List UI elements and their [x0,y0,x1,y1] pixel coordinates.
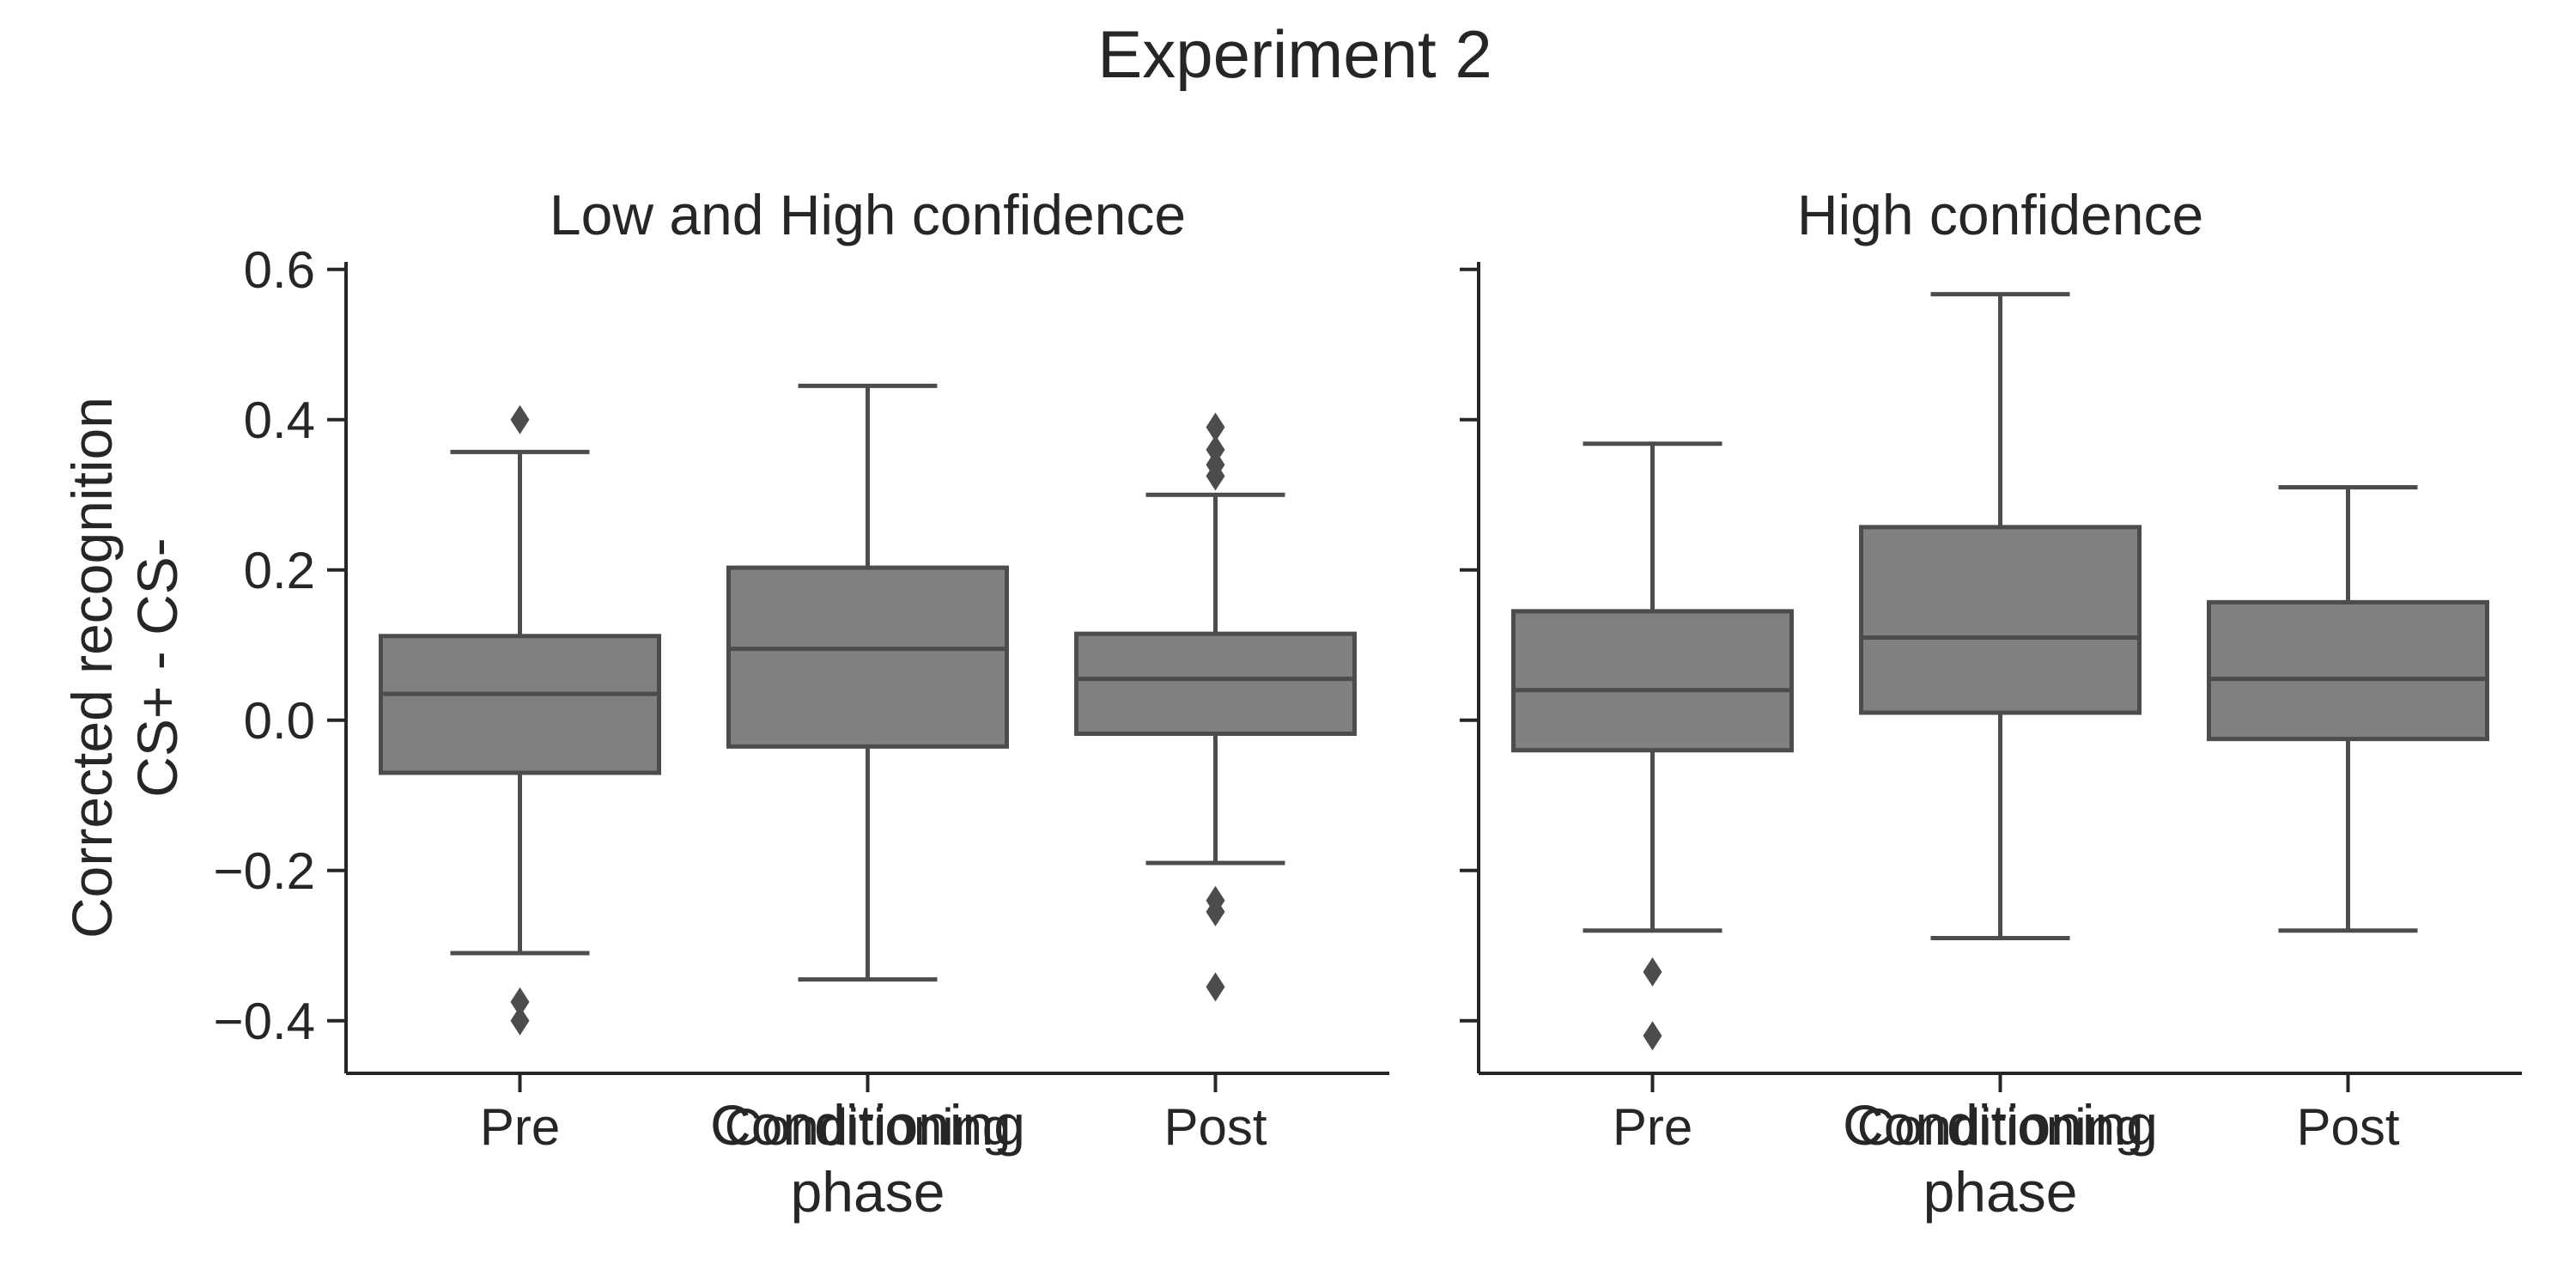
outlier-point [510,987,530,1017]
outlier-point [1206,434,1225,465]
x-tick-label: Conditioning [725,1098,1012,1156]
box-iqr [1859,525,2142,715]
x-tick-label: Post [2296,1098,2399,1156]
outlier-point [1206,896,1225,927]
box-iqr [1511,609,1794,753]
outlier-point [510,404,530,434]
box-pre [1511,441,1794,1051]
x-axis-label: Conditioning phase [1843,1093,2158,1224]
y-tick-label: −0.4 [214,993,315,1050]
x-tick-label: Pre [480,1098,560,1156]
chart-panel-2: High confidence Pre Conditioning Post Condit… [1460,183,2522,1224]
panel-title: Low and High confidence [550,183,1186,246]
y-tick-label: 0.4 [244,392,315,449]
box-pre [379,404,661,1036]
box-iqr [379,634,661,775]
y-tick-label: 0.2 [244,542,315,599]
y-tick-label: 0.6 [244,241,315,299]
outlier-point [1206,461,1225,491]
outlier-point [1643,957,1662,987]
outlier-point [510,1005,530,1036]
box-iqr [726,565,1009,749]
outlier-point [1206,972,1225,1002]
x-tick-label: Conditioning [1857,1098,2144,1156]
box-iqr [2207,599,2489,742]
panel-title: High confidence [1797,183,2203,246]
box-conditioning [726,383,1009,982]
chart-panel-1: Low and High confidence −0.4 −0.2 0.0 0.2 0.4… [60,183,1389,1224]
outlier-point [1643,1021,1662,1051]
box-iqr [1074,631,1357,736]
outlier-point [1206,412,1225,442]
y-tick-label: −0.2 [214,842,315,900]
y-axis-label: Corrected recognitionCS+ - CS- [60,397,189,939]
box-post [2207,485,2489,933]
x-tick-label: Post [1163,1098,1267,1156]
figure-title: Experiment 2 [1097,16,1492,92]
x-tick-label: Pre [1613,1098,1692,1156]
box-conditioning [1859,292,2142,940]
y-tick-label: 0.0 [244,692,315,750]
chart-panels: Low and High confidence −0.4 −0.2 0.0 0.2 0.4… [60,183,2522,1224]
box-post [1074,412,1357,1002]
x-axis-label: Conditioning phase [710,1093,1025,1224]
